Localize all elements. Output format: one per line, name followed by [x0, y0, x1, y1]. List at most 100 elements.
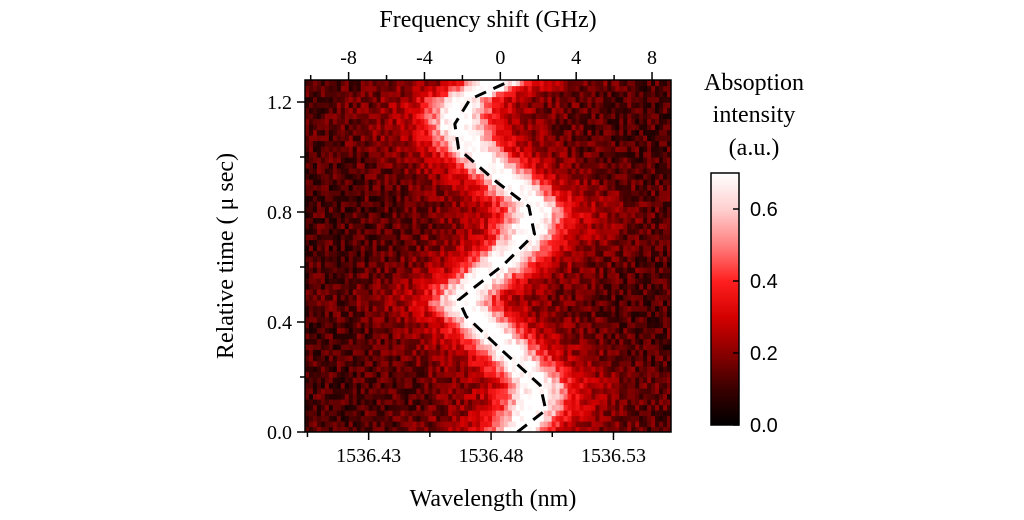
heatmap-cell [352, 261, 358, 268]
heatmap-cell [655, 366, 660, 373]
heatmap-cell [639, 173, 644, 180]
heatmap-cell [607, 278, 612, 285]
heatmap-cell [635, 234, 640, 241]
heatmap-cell [340, 415, 346, 422]
heatmap-cell [511, 267, 517, 274]
heatmap-cell [663, 146, 668, 153]
heatmap-cell [635, 157, 640, 164]
heatmap-cell [480, 377, 485, 384]
heatmap-cell [312, 217, 318, 224]
heatmap-cell [611, 294, 616, 301]
heatmap-cell [579, 190, 585, 197]
heatmap-cell [635, 162, 640, 169]
heatmap-cell [591, 239, 597, 246]
heatmap-cell [531, 294, 537, 301]
heatmap-cell [420, 377, 425, 384]
heatmap-cell [320, 206, 326, 213]
heatmap-cell [332, 129, 338, 136]
heatmap-cell [655, 140, 660, 147]
heatmap-cell [491, 382, 497, 389]
heatmap-cell [484, 399, 489, 406]
heatmap-cell [448, 179, 453, 186]
heatmap-cell [404, 371, 410, 378]
heatmap-cell [515, 344, 521, 351]
heatmap-cell [412, 393, 417, 400]
heatmap-cell [659, 300, 664, 307]
heatmap-cell [392, 212, 398, 219]
heatmap-cell [316, 245, 322, 252]
heatmap-cell [396, 305, 402, 312]
heatmap-cell [575, 382, 581, 389]
heatmap-cell [527, 228, 533, 235]
heatmap-cell [559, 421, 565, 428]
heatmap-cell [376, 410, 382, 417]
heatmap-cell [647, 393, 652, 400]
heatmap-cell [372, 223, 378, 230]
heatmap-cell [507, 289, 513, 296]
heatmap-cell [404, 399, 410, 406]
heatmap-cell [476, 278, 481, 285]
heatmap-cell [428, 223, 433, 230]
heatmap-cell [551, 349, 557, 356]
heatmap-cell [539, 140, 545, 147]
heatmap-cell [563, 162, 569, 169]
heatmap-cell [495, 173, 501, 180]
heatmap-cell [364, 267, 370, 274]
heatmap-cell [503, 399, 509, 406]
heatmap-cell [615, 135, 620, 142]
heatmap-cell [376, 201, 382, 208]
heatmap-cell [523, 157, 529, 164]
heatmap-cell [579, 377, 585, 384]
heatmap-cell [539, 146, 545, 153]
heatmap-cell [555, 338, 561, 345]
heatmap-cell [531, 206, 537, 213]
heatmap-cell [571, 146, 577, 153]
heatmap-cell [567, 162, 573, 169]
heatmap-cell [655, 333, 660, 340]
heatmap-cell [551, 267, 557, 274]
heatmap-cell [488, 173, 493, 180]
heatmap-cell [567, 250, 573, 257]
heatmap-cell [547, 239, 553, 246]
heatmap-cell [623, 316, 628, 323]
heatmap-cell [567, 267, 573, 274]
heatmap-cell [587, 283, 593, 290]
heatmap-cell [400, 157, 406, 164]
heatmap-cell [432, 311, 437, 318]
heatmap-cell [452, 261, 457, 268]
heatmap-cell [305, 250, 310, 257]
heatmap-cell [420, 212, 425, 219]
heatmap-cell [396, 289, 402, 296]
heatmap-cell [468, 162, 473, 169]
heatmap-cell [531, 190, 537, 197]
heatmap-cell [388, 217, 394, 224]
heatmap-cell [551, 261, 557, 268]
heatmap-cell [312, 212, 318, 219]
heatmap-cell [344, 239, 350, 246]
heatmap-cell [336, 129, 342, 136]
heatmap-cell [324, 415, 330, 422]
heatmap-cell [599, 316, 604, 323]
heatmap-cell [340, 366, 346, 373]
heatmap-cell [563, 157, 569, 164]
heatmap-cell [579, 415, 585, 422]
heatmap-cell [571, 421, 577, 428]
heatmap-cell [555, 366, 561, 373]
heatmap-cell [424, 140, 429, 147]
heatmap-cell [495, 228, 501, 235]
heatmap-cell [611, 377, 616, 384]
heatmap-cell [555, 162, 561, 169]
heatmap-cell [384, 399, 390, 406]
heatmap-cell [635, 201, 640, 208]
heatmap-cell [519, 201, 525, 208]
heatmap-cell [647, 283, 652, 290]
heatmap-cell [404, 404, 410, 411]
heatmap-cell [651, 399, 656, 406]
heatmap-cell [579, 250, 585, 257]
heatmap-cell [659, 355, 664, 362]
heatmap-cell [372, 250, 378, 257]
heatmap-cell [312, 245, 318, 252]
heatmap-cell [495, 377, 501, 384]
heatmap-cell [440, 256, 445, 263]
heatmap-cell [404, 294, 410, 301]
